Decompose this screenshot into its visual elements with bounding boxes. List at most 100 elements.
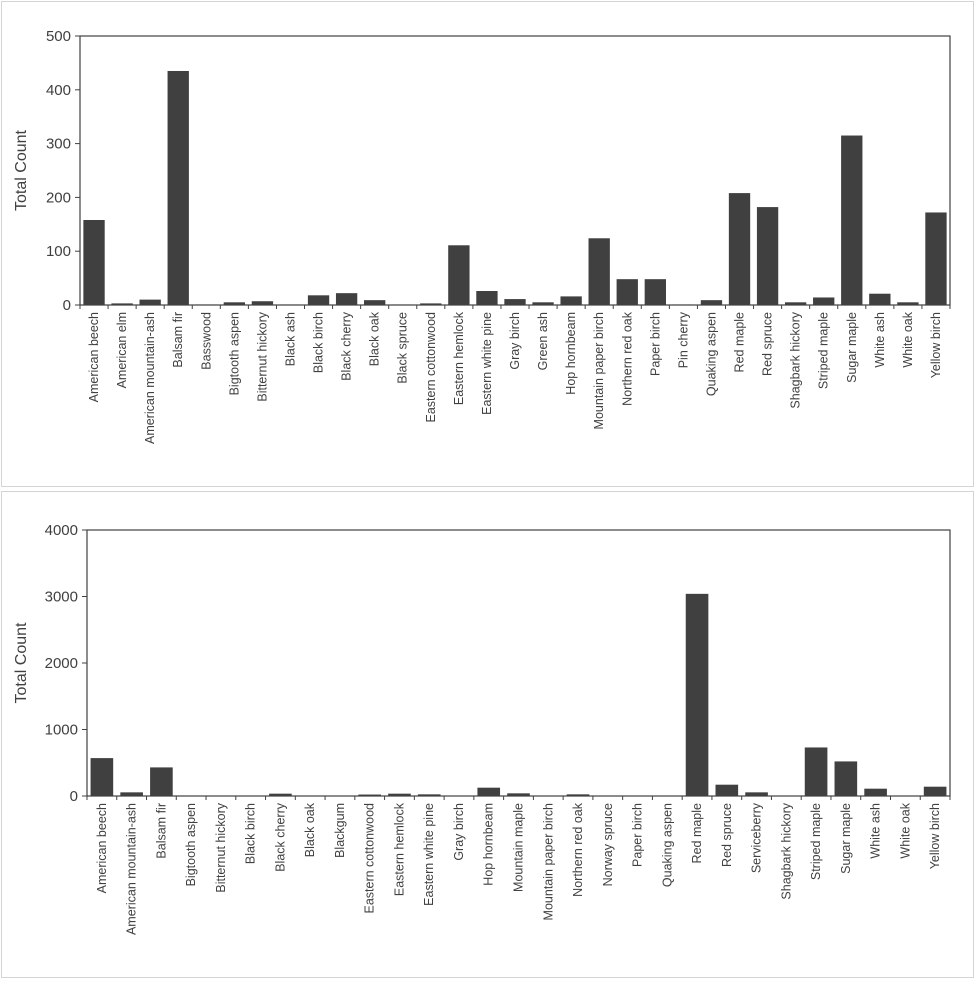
bar	[358, 795, 381, 796]
x-tick-label: Eastern hemlock	[452, 311, 466, 405]
y-axis-label: Total Count	[13, 129, 30, 210]
x-tick-label: Northern red oak	[620, 311, 634, 406]
bar	[673, 304, 694, 305]
x-tick-label: Mountain maple	[512, 803, 526, 892]
x-tick-label: Eastern white pine	[480, 312, 494, 415]
x-tick-label: American mountain-ash	[143, 312, 157, 444]
bar	[869, 294, 890, 305]
x-tick-label: Bigtooth aspen	[184, 803, 198, 886]
x-tick-label: White ash	[873, 312, 887, 368]
x-tick-label: Bitternut hickory	[214, 802, 228, 892]
bar	[924, 787, 947, 796]
y-axis-label: Total Count	[13, 622, 30, 703]
bar	[420, 303, 441, 305]
x-tick-label: Paper birch	[648, 312, 662, 376]
x-tick-label: American beech	[87, 312, 101, 402]
bar	[252, 301, 273, 305]
bar	[388, 794, 411, 796]
plot-area	[80, 36, 950, 305]
x-tick-label: Bitternut hickory	[255, 311, 269, 401]
x-tick-label: American elm	[115, 312, 129, 388]
y-tick-label: 1000	[45, 722, 78, 739]
bar	[308, 295, 329, 305]
x-tick-label: Black birch	[312, 312, 326, 373]
x-tick-label: Norway spruce	[601, 803, 615, 886]
bar	[686, 594, 709, 796]
x-tick-label: Balsam fir	[171, 312, 185, 368]
bar	[716, 785, 739, 796]
x-tick-label: American beech	[95, 803, 109, 893]
x-tick-label: Pin cherry	[676, 311, 690, 368]
x-tick-label: Red maple	[690, 803, 704, 863]
bar	[139, 300, 160, 305]
x-tick-label: Quaking aspen	[704, 312, 718, 396]
x-tick-label: Northern red oak	[571, 802, 585, 897]
x-tick-label: Sugar maple	[845, 312, 859, 383]
x-tick-label: Mountain paper birch	[592, 312, 606, 429]
x-tick-label: Yellow birch	[928, 803, 942, 869]
x-tick-label: Paper birch	[631, 803, 645, 867]
y-tick-label: 3000	[45, 589, 78, 606]
y-tick-label: 200	[46, 189, 71, 206]
x-tick-label: Black oak	[368, 311, 382, 366]
x-tick-label: White oak	[901, 311, 915, 367]
y-tick-label: 300	[46, 136, 71, 153]
y-tick-label: 0	[63, 297, 71, 314]
bar	[729, 193, 750, 305]
bar	[701, 300, 722, 305]
y-tick-label: 0	[70, 788, 78, 805]
x-tick-label: Quaking aspen	[660, 803, 674, 887]
bar	[805, 747, 828, 796]
bar	[532, 302, 553, 305]
bar	[813, 297, 834, 305]
bar	[745, 792, 768, 796]
bar	[111, 303, 132, 305]
bar	[507, 793, 530, 796]
bar	[224, 302, 245, 305]
bar	[280, 304, 301, 305]
x-tick-label: Red spruce	[761, 312, 775, 376]
bar	[897, 302, 918, 305]
y-tick-label: 100	[46, 243, 71, 260]
bar	[196, 304, 217, 305]
bar	[617, 279, 638, 305]
x-tick-label: Black cherry	[273, 802, 287, 872]
x-tick-label: Shagbark hickory	[789, 311, 803, 408]
bar	[560, 296, 581, 305]
bar	[645, 279, 666, 305]
x-tick-label: Black birch	[244, 803, 258, 864]
x-tick-label: Striped maple	[817, 312, 831, 389]
y-tick-label: 400	[46, 82, 71, 99]
x-tick-label: Sugar maple	[839, 803, 853, 874]
bar	[864, 789, 887, 796]
x-tick-label: Black spruce	[396, 312, 410, 384]
x-tick-label: White ash	[869, 803, 883, 859]
x-tick-label: Striped maple	[809, 803, 823, 880]
bar	[567, 794, 590, 796]
bar	[785, 302, 806, 305]
bar	[418, 794, 441, 796]
bar	[448, 245, 469, 305]
bar	[476, 291, 497, 305]
x-tick-label: Eastern hemlock	[392, 802, 406, 896]
bar	[364, 300, 385, 305]
bar	[83, 220, 104, 305]
x-tick-label: Black cherry	[340, 311, 354, 381]
x-tick-label: Eastern white pine	[422, 803, 436, 906]
bar	[477, 788, 500, 796]
x-tick-label: American mountain-ash	[125, 803, 139, 935]
bar	[925, 212, 946, 305]
x-tick-label: Green ash	[536, 312, 550, 370]
x-tick-label: Eastern cottonwood	[363, 803, 377, 914]
x-tick-label: Hop hornbeam	[564, 312, 578, 395]
bar	[757, 207, 778, 305]
x-tick-label: Gray birch	[452, 803, 466, 861]
x-tick-label: Black oak	[303, 802, 317, 857]
x-tick-label: Eastern cottonwood	[424, 312, 438, 423]
bar	[269, 794, 292, 796]
x-tick-label: Serviceberry	[750, 802, 764, 873]
bar	[841, 136, 862, 305]
